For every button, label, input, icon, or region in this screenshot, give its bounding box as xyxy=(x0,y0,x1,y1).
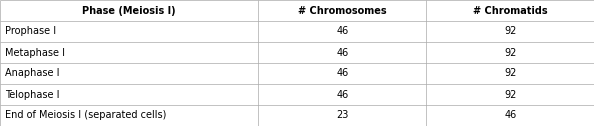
Text: 46: 46 xyxy=(504,111,516,120)
Text: 92: 92 xyxy=(504,48,516,57)
Text: 46: 46 xyxy=(336,89,349,100)
Text: 46: 46 xyxy=(336,69,349,78)
Text: Phase (Meiosis I): Phase (Meiosis I) xyxy=(83,6,176,15)
Text: End of Meiosis I (separated cells): End of Meiosis I (separated cells) xyxy=(5,111,166,120)
Text: 23: 23 xyxy=(336,111,349,120)
Text: 46: 46 xyxy=(336,26,349,37)
Text: Telophase I: Telophase I xyxy=(5,89,59,100)
Text: Prophase I: Prophase I xyxy=(5,26,56,37)
Text: 46: 46 xyxy=(336,48,349,57)
Text: # Chromatids: # Chromatids xyxy=(473,6,548,15)
Text: 92: 92 xyxy=(504,89,516,100)
Text: Anaphase I: Anaphase I xyxy=(5,69,59,78)
Text: 92: 92 xyxy=(504,26,516,37)
Text: Metaphase I: Metaphase I xyxy=(5,48,65,57)
Text: # Chromosomes: # Chromosomes xyxy=(298,6,387,15)
Text: 92: 92 xyxy=(504,69,516,78)
